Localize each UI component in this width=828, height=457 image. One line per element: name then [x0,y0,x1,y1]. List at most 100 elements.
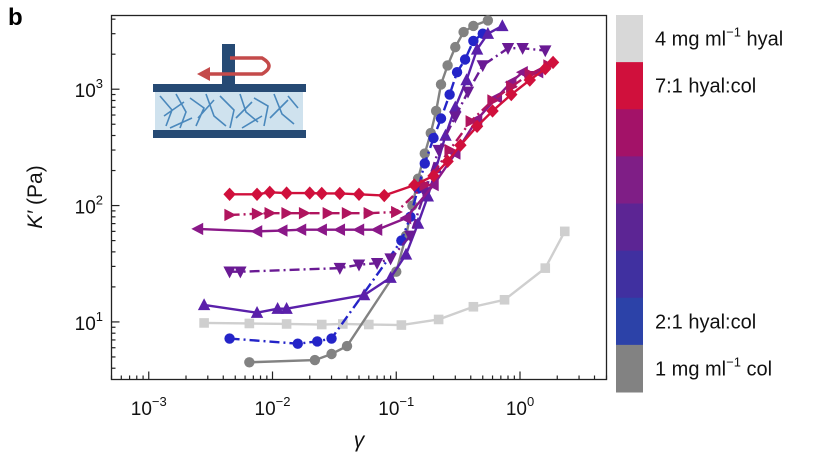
schematic-arrow-head-icon [197,67,210,81]
data-point [450,41,461,53]
legend-swatch-5to1 [616,156,643,204]
x-axis-label: γ [354,429,366,452]
data-point [275,224,288,237]
data-point [316,319,327,330]
series-line [229,64,550,217]
panel-label: b [8,4,23,31]
data-point [444,89,455,100]
data-point [250,306,264,318]
legend-swatch-col [616,344,643,393]
data-point [333,223,346,236]
data-point [191,222,204,236]
data-point [461,86,475,99]
data-point [244,318,255,329]
x-tick-label: 10−3 [131,394,167,420]
data-point [294,223,307,236]
x-tick-label: 10−2 [255,394,291,420]
data-point [435,79,447,90]
data-point [280,301,293,314]
data-point [352,223,365,236]
schematic-rotation-arrow-icon [206,56,271,76]
series-line [203,24,503,314]
tick-exponent: −3 [152,394,167,409]
data-point [451,67,463,78]
data-point [506,80,518,93]
data-point [476,60,489,73]
data-point [199,318,209,328]
y-tick-label: 101 [75,309,103,335]
tick-base: 10 [255,399,276,420]
data-point [363,319,374,330]
data-point [486,104,499,118]
series-7to1 [223,55,560,203]
data-point [244,357,255,368]
legend-label-exponent: −1 [726,354,741,369]
tick-base: 10 [131,399,152,420]
data-point [559,226,570,237]
data-point [487,94,500,107]
data-point [352,259,366,272]
tick-exponent: 0 [527,394,534,409]
data-point [280,186,293,200]
data-point [470,42,484,55]
data-point [441,154,454,169]
data-point [419,148,430,159]
data-point [444,143,457,157]
data-point [546,55,560,70]
legend-label-tail: col [741,358,772,380]
data-point [468,20,479,32]
series-4to1 [223,43,552,279]
data-point [428,132,439,144]
legend-label-hyal: 4 mg ml−1 hyal [655,25,783,51]
data-point [378,188,391,203]
data-point [322,206,335,220]
data-point [326,333,337,344]
legend-swatch-hyal [616,15,643,63]
data-point [384,253,397,266]
legend-label-text: 2:1 hyal:col [655,311,756,333]
y-tick-label: 103 [75,76,103,102]
data-series [191,15,570,368]
y-axis-unit: (Pa) [24,165,47,211]
tick-exponent: −1 [399,394,414,409]
data-point [224,208,237,222]
legend-swatch-4to1 [616,203,643,252]
series-hyal [199,226,570,330]
data-point [427,169,440,183]
data-point [391,205,403,219]
schematic-gel [155,90,303,132]
data-point [234,266,247,279]
data-point [439,128,452,141]
y-axis-label: K′ (Pa) [24,165,47,228]
data-point [442,60,453,71]
legend-swatch-3to1 [616,250,643,299]
legend-label-exponent: −1 [726,25,741,40]
data-point [224,333,235,344]
x-tick-label: 100 [506,394,534,420]
data-point [426,178,439,192]
data-point [250,225,263,238]
data-point [352,187,366,201]
tick-base: 10 [378,399,399,420]
data-point [333,262,347,275]
data-point [223,266,236,279]
series-line [197,71,539,233]
data-point [271,301,284,314]
tick-base: 10 [75,198,96,219]
legend-label-7to1: 7:1 hyal:col [655,76,756,98]
legend-label-tail: hyal [741,29,783,51]
data-point [264,206,277,220]
data-point [399,211,412,225]
y-axis-symbol: K′ [24,210,47,229]
data-point [523,73,537,87]
data-point [540,263,551,273]
data-point [454,138,467,152]
tick-exponent: −2 [276,394,291,409]
data-point [384,270,397,283]
data-point [468,35,479,47]
data-point [303,186,316,200]
data-point [341,206,354,220]
legend-label-text: 1 mg ml [655,358,726,380]
